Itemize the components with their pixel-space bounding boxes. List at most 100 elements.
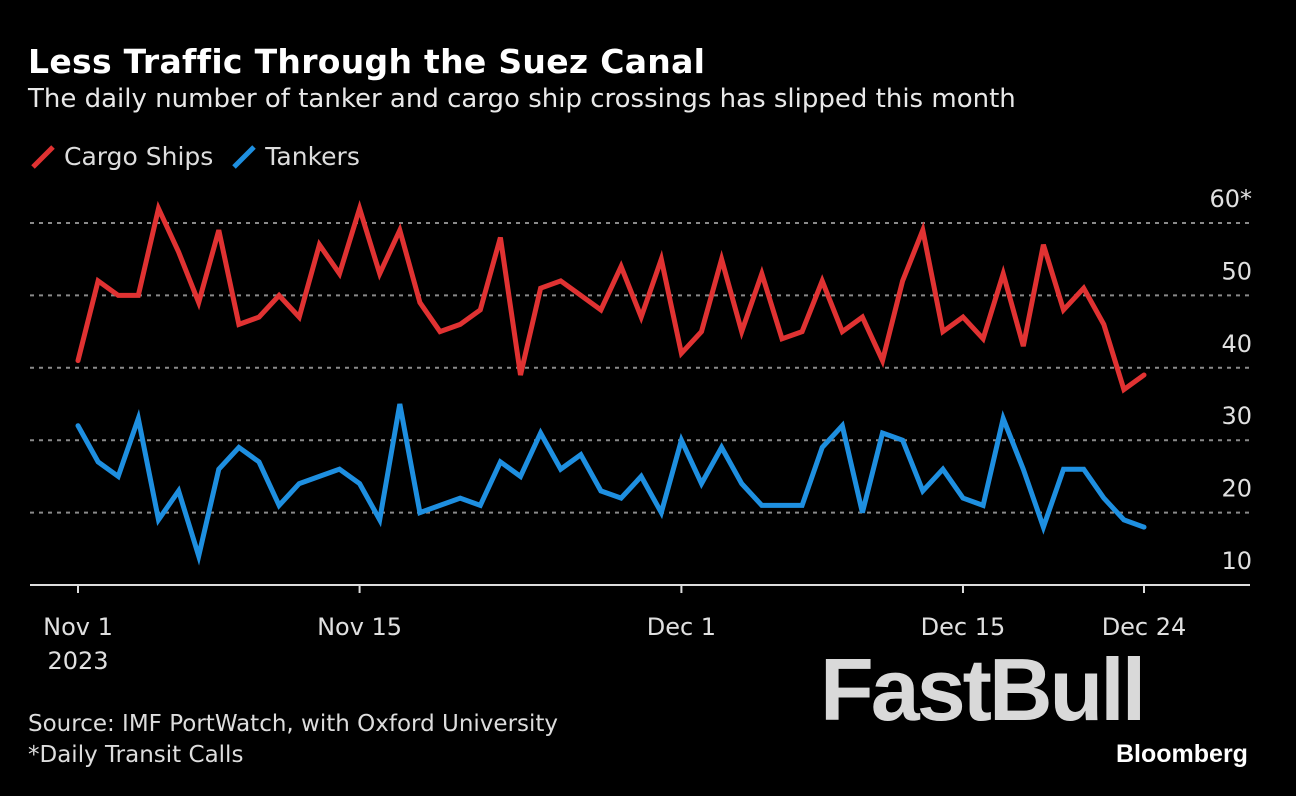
data-point bbox=[137, 417, 139, 419]
data-point bbox=[821, 446, 823, 448]
data-point bbox=[540, 432, 542, 434]
data-point bbox=[1143, 374, 1145, 376]
data-point bbox=[1042, 526, 1044, 528]
data-point bbox=[761, 273, 763, 275]
data-point bbox=[962, 497, 964, 499]
data-point bbox=[1002, 273, 1004, 275]
data-point bbox=[238, 323, 240, 325]
data-point bbox=[902, 280, 904, 282]
data-point bbox=[479, 309, 481, 311]
data-point bbox=[318, 475, 320, 477]
data-point bbox=[701, 331, 703, 333]
data-point bbox=[1063, 309, 1065, 311]
data-point bbox=[459, 323, 461, 325]
data-point bbox=[701, 483, 703, 485]
data-point bbox=[1103, 323, 1105, 325]
data-point bbox=[419, 302, 421, 304]
x-tick-label: Dec 24 bbox=[1102, 613, 1187, 641]
data-point bbox=[137, 294, 139, 296]
data-point bbox=[680, 352, 682, 354]
data-point bbox=[318, 244, 320, 246]
data-point bbox=[1083, 287, 1085, 289]
data-point bbox=[781, 504, 783, 506]
data-point bbox=[640, 475, 642, 477]
data-point bbox=[1022, 345, 1024, 347]
data-point bbox=[922, 490, 924, 492]
data-point bbox=[298, 483, 300, 485]
data-point bbox=[680, 439, 682, 441]
data-point bbox=[620, 265, 622, 267]
data-point bbox=[519, 374, 521, 376]
data-point bbox=[117, 475, 119, 477]
data-point bbox=[278, 504, 280, 506]
data-point bbox=[660, 512, 662, 514]
data-point bbox=[942, 468, 944, 470]
chart-subtitle: The daily number of tanker and cargo shi… bbox=[28, 84, 1016, 114]
data-point bbox=[519, 475, 521, 477]
data-point bbox=[841, 331, 843, 333]
data-point bbox=[1063, 468, 1065, 470]
data-point bbox=[419, 512, 421, 514]
data-point bbox=[439, 331, 441, 333]
footnote: *Daily Transit Calls bbox=[28, 742, 244, 768]
data-point bbox=[97, 461, 99, 463]
data-point bbox=[117, 294, 119, 296]
data-point bbox=[841, 425, 843, 427]
data-point bbox=[1123, 389, 1125, 391]
data-point bbox=[660, 258, 662, 260]
y-tick-label: 50 bbox=[1221, 257, 1252, 285]
data-point bbox=[982, 504, 984, 506]
data-point bbox=[1143, 526, 1145, 528]
data-point bbox=[761, 504, 763, 506]
data-point bbox=[560, 280, 562, 282]
data-point bbox=[459, 497, 461, 499]
data-point bbox=[399, 403, 401, 405]
data-point bbox=[580, 294, 582, 296]
chart-title: Less Traffic Through the Suez Canal bbox=[28, 42, 706, 81]
data-point bbox=[218, 229, 220, 231]
y-tick-label: 30 bbox=[1221, 402, 1252, 430]
data-point bbox=[439, 504, 441, 506]
data-point bbox=[157, 519, 159, 521]
x-tick-label: Nov 15 bbox=[317, 613, 402, 641]
data-point bbox=[902, 439, 904, 441]
data-point bbox=[258, 316, 260, 318]
x-tick-label: Nov 1 bbox=[43, 613, 113, 641]
data-point bbox=[1083, 468, 1085, 470]
data-point bbox=[882, 432, 884, 434]
x-tick-label: Dec 1 bbox=[647, 613, 716, 641]
data-point bbox=[882, 360, 884, 362]
data-point bbox=[741, 331, 743, 333]
series-line-tankers bbox=[75, 403, 1147, 566]
data-point bbox=[338, 468, 340, 470]
data-point bbox=[359, 208, 361, 210]
data-point bbox=[198, 555, 200, 557]
data-point bbox=[821, 280, 823, 282]
data-point bbox=[499, 461, 501, 463]
y-tick-label: 60* bbox=[1209, 185, 1252, 213]
data-point bbox=[1042, 244, 1044, 246]
data-point bbox=[640, 316, 642, 318]
data-point bbox=[157, 208, 159, 210]
legend-swatch-cargo bbox=[31, 144, 55, 169]
legend: Cargo Ships Tankers bbox=[30, 142, 360, 171]
data-point bbox=[781, 338, 783, 340]
data-point bbox=[399, 229, 401, 231]
data-point bbox=[1103, 497, 1105, 499]
legend-label-cargo: Cargo Ships bbox=[64, 142, 214, 171]
data-point bbox=[278, 294, 280, 296]
data-point bbox=[238, 446, 240, 448]
data-point bbox=[620, 497, 622, 499]
brand-logo: Bloomberg bbox=[1116, 740, 1248, 768]
data-point bbox=[198, 302, 200, 304]
data-point bbox=[942, 331, 944, 333]
data-point bbox=[861, 316, 863, 318]
data-point bbox=[1022, 468, 1024, 470]
data-point bbox=[178, 251, 180, 253]
legend-item-cargo: Cargo Ships bbox=[30, 142, 213, 171]
data-point bbox=[77, 425, 79, 427]
data-point bbox=[922, 229, 924, 231]
data-point bbox=[178, 490, 180, 492]
legend-label-tankers: Tankers bbox=[265, 142, 360, 171]
